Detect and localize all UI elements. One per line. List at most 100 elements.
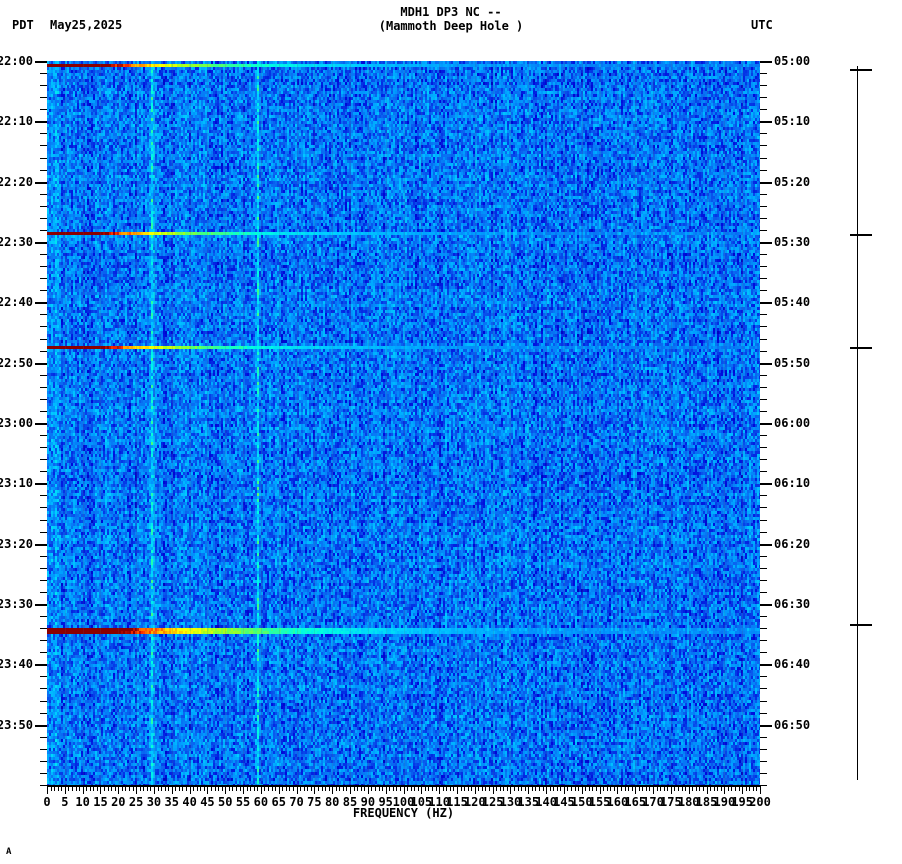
axis-tick-major xyxy=(510,785,512,794)
axis-tick-major xyxy=(474,785,476,794)
axis-tick-minor xyxy=(414,785,416,791)
axis-label-utc: 05:40 xyxy=(774,295,811,310)
axis-tick-minor xyxy=(489,785,491,791)
axis-tick-minor xyxy=(57,785,59,791)
axis-tick-major xyxy=(207,785,209,794)
axis-tick-minor xyxy=(760,567,767,569)
axis-tick-minor xyxy=(71,785,73,791)
axis-tick-major xyxy=(760,423,772,425)
axis-label-frequency: 190 xyxy=(713,795,736,809)
axis-tick-minor xyxy=(514,785,515,791)
axis-tick-minor xyxy=(321,785,323,791)
axis-tick-major xyxy=(189,785,191,794)
axis-tick-minor xyxy=(592,785,594,791)
axis-tick-minor xyxy=(738,785,740,791)
time-axis-utc: 05:00 05:10 05:20 05:30 05:40 05:50 06:00 06:10… xyxy=(760,54,860,786)
station-title: MDH1 DP3 NC -- xyxy=(400,5,502,19)
axis-label-frequency: 140 xyxy=(535,795,557,809)
axis-tick-major xyxy=(278,785,280,794)
axis-tick-major xyxy=(35,604,47,606)
axis-label-pdt: 23:50 xyxy=(0,717,33,732)
axis-tick-minor xyxy=(760,676,767,678)
axis-label-pdt: 22:50 xyxy=(0,355,33,370)
axis-label-frequency: 5 xyxy=(61,795,69,809)
axis-label-frequency: 195 xyxy=(731,795,754,809)
axis-tick-minor xyxy=(735,785,737,791)
event-marker-scale xyxy=(850,61,897,785)
axis-tick-minor xyxy=(760,519,767,521)
axis-label-frequency: 85 xyxy=(342,795,358,809)
axis-tick-minor xyxy=(40,459,47,461)
axis-tick-minor xyxy=(432,785,434,791)
axis-tick-minor xyxy=(760,435,767,437)
axis-label-frequency: 135 xyxy=(517,795,540,809)
axis-tick-minor xyxy=(642,785,644,791)
axis-tick-minor xyxy=(613,785,615,791)
axis-tick-minor xyxy=(760,772,767,774)
axis-tick-minor xyxy=(360,785,362,791)
axis-label-pdt: 23:00 xyxy=(0,416,33,430)
axis-tick-minor xyxy=(760,471,767,473)
axis-tick-minor xyxy=(40,326,47,328)
axis-tick-major xyxy=(653,785,655,794)
axis-tick-minor xyxy=(168,785,170,791)
axis-tick-minor xyxy=(685,785,687,791)
axis-tick-minor xyxy=(760,157,767,159)
axis-label-frequency: 15 xyxy=(93,795,108,809)
axis-tick-major xyxy=(153,785,155,794)
axis-tick-minor xyxy=(424,785,426,791)
axis-tick-minor xyxy=(161,785,163,791)
axis-tick-minor xyxy=(40,205,47,207)
axis-tick-minor xyxy=(40,314,47,316)
axis-tick-minor xyxy=(292,785,294,791)
axis-tick-minor xyxy=(200,785,202,791)
axis-label-frequency: 0 xyxy=(43,795,51,809)
axis-tick-minor xyxy=(471,785,473,791)
axis-tick-minor xyxy=(760,145,767,147)
axis-tick-minor xyxy=(40,169,47,171)
axis-tick-minor xyxy=(410,785,412,791)
axis-tick-minor xyxy=(253,785,255,791)
axis-tick-minor xyxy=(40,688,47,690)
axis-tick-minor xyxy=(40,97,47,99)
axis-tick-minor xyxy=(702,785,704,791)
axis-tick-minor xyxy=(40,229,47,231)
axis-tick-minor xyxy=(40,785,47,786)
axis-tick-minor xyxy=(371,785,373,791)
axis-tick-major xyxy=(760,242,772,244)
axis-tick-minor xyxy=(571,785,573,791)
axis-label-frequency: 165 xyxy=(624,795,647,809)
axis-label-frequency: 170 xyxy=(642,795,664,809)
axis-tick-minor xyxy=(453,785,455,791)
axis-tick-minor xyxy=(40,760,47,762)
axis-tick-major xyxy=(35,664,47,667)
axis-tick-minor xyxy=(303,785,305,791)
axis-tick-minor xyxy=(93,785,95,791)
axis-tick-minor xyxy=(760,531,767,533)
axis-tick-major xyxy=(760,543,772,546)
axis-tick-minor xyxy=(40,386,47,388)
axis-tick-major xyxy=(528,785,530,794)
axis-tick-major xyxy=(760,302,772,305)
axis-label-frequency: 55 xyxy=(235,795,251,809)
axis-label-frequency: 130 xyxy=(499,795,522,809)
axis-tick-minor xyxy=(221,785,223,791)
axis-tick-minor xyxy=(628,785,630,791)
axis-tick-minor xyxy=(96,785,98,791)
axis-tick-major xyxy=(706,785,708,794)
axis-label-frequency: 75 xyxy=(307,795,322,809)
axis-tick-minor xyxy=(606,785,608,791)
axis-tick-minor xyxy=(40,495,47,497)
axis-label-utc: 06:50 xyxy=(774,717,811,732)
axis-tick-minor xyxy=(556,785,558,791)
axis-tick-minor xyxy=(40,640,47,642)
page-header: PDT May25,2025 MDH1 DP3 NC -- (Mammoth D… xyxy=(0,0,902,46)
right-timezone-label: UTC xyxy=(751,18,773,32)
axis-tick-major xyxy=(47,785,48,794)
axis-tick-minor xyxy=(521,785,523,791)
axis-tick-minor xyxy=(175,785,177,791)
axis-tick-major xyxy=(367,785,369,794)
axis-tick-major xyxy=(136,785,138,794)
axis-tick-major xyxy=(421,785,423,794)
axis-tick-minor xyxy=(660,785,662,791)
